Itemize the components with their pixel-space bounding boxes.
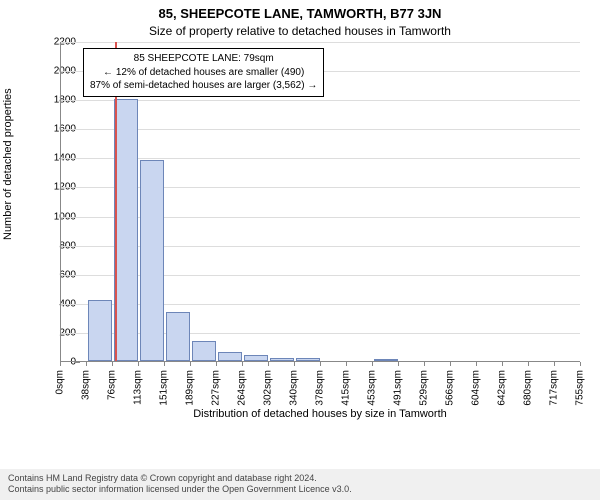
- x-tick-mark: [398, 362, 399, 366]
- x-tick-label: 151sqm: [159, 370, 170, 406]
- histogram-bar: [296, 358, 320, 361]
- x-tick-label: 415sqm: [341, 370, 352, 406]
- x-tick-label: 378sqm: [315, 370, 326, 406]
- x-tick-mark: [554, 362, 555, 366]
- footer-line-2: Contains public sector information licen…: [8, 484, 592, 496]
- x-tick-label: 38sqm: [81, 370, 92, 400]
- x-tick-mark: [528, 362, 529, 366]
- x-tick-mark: [476, 362, 477, 366]
- y-tick-mark: [76, 362, 80, 363]
- histogram-bar: [270, 358, 294, 361]
- x-tick-label: 264sqm: [237, 370, 248, 406]
- histogram-bar: [192, 341, 216, 361]
- annotation-line-2: ← 12% of detached houses are smaller (49…: [90, 66, 317, 80]
- x-tick-label: 227sqm: [211, 370, 222, 406]
- x-tick-mark: [320, 362, 321, 366]
- x-tick-label: 529sqm: [419, 370, 430, 406]
- annotation-line-3: 87% of semi-detached houses are larger (…: [90, 79, 317, 93]
- x-tick-label: 113sqm: [133, 370, 144, 405]
- x-tick-mark: [112, 362, 113, 366]
- grid-line: [61, 158, 580, 159]
- chart-container: Number of detached properties 0200400600…: [0, 42, 600, 422]
- grid-line: [61, 217, 580, 218]
- x-tick-label: 642sqm: [497, 370, 508, 406]
- x-axis-label: Distribution of detached houses by size …: [60, 408, 580, 420]
- histogram-bar: [166, 312, 190, 361]
- x-tick-mark: [86, 362, 87, 366]
- grid-line: [61, 100, 580, 101]
- x-tick-mark: [216, 362, 217, 366]
- plot-area: 85 SHEEPCOTE LANE: 79sqm ← 12% of detach…: [60, 42, 580, 362]
- x-tick-label: 566sqm: [445, 370, 456, 406]
- x-tick-mark: [164, 362, 165, 366]
- x-tick-label: 189sqm: [185, 370, 196, 406]
- histogram-bar: [374, 359, 398, 361]
- grid-line: [61, 129, 580, 130]
- x-tick-mark: [242, 362, 243, 366]
- x-tick-label: 302sqm: [263, 370, 274, 406]
- annotation-line-1: 85 SHEEPCOTE LANE: 79sqm: [90, 52, 317, 66]
- chart-title: 85, SHEEPCOTE LANE, TAMWORTH, B77 3JN: [0, 0, 600, 21]
- x-tick-mark: [60, 362, 61, 366]
- histogram-bar: [88, 300, 112, 361]
- x-tick-label: 453sqm: [367, 370, 378, 406]
- x-tick-label: 604sqm: [471, 370, 482, 406]
- x-tick-label: 755sqm: [575, 370, 586, 406]
- x-tick-label: 340sqm: [289, 370, 300, 406]
- grid-line: [61, 333, 580, 334]
- x-tick-mark: [502, 362, 503, 366]
- x-tick-label: 0sqm: [55, 370, 66, 394]
- histogram-bar: [114, 99, 138, 361]
- grid-line: [61, 275, 580, 276]
- x-tick-label: 680sqm: [523, 370, 534, 406]
- x-tick-mark: [268, 362, 269, 366]
- x-tick-mark: [580, 362, 581, 366]
- grid-line: [61, 246, 580, 247]
- chart-subtitle: Size of property relative to detached ho…: [0, 21, 600, 38]
- grid-line: [61, 304, 580, 305]
- footer: Contains HM Land Registry data © Crown c…: [0, 469, 600, 500]
- annotation-box: 85 SHEEPCOTE LANE: 79sqm ← 12% of detach…: [83, 48, 324, 97]
- x-tick-mark: [450, 362, 451, 366]
- y-axis-label: Number of detached properties: [2, 224, 14, 240]
- grid-line: [61, 42, 580, 43]
- grid-line: [61, 187, 580, 188]
- histogram-bar: [218, 352, 242, 361]
- x-tick-mark: [372, 362, 373, 366]
- x-tick-label: 717sqm: [549, 370, 560, 406]
- x-tick-mark: [294, 362, 295, 366]
- x-tick-mark: [424, 362, 425, 366]
- x-tick-mark: [138, 362, 139, 366]
- histogram-bar: [244, 355, 268, 361]
- x-tick-label: 76sqm: [107, 370, 118, 400]
- x-tick-label: 491sqm: [393, 370, 404, 406]
- footer-line-1: Contains HM Land Registry data © Crown c…: [8, 473, 592, 485]
- x-tick-mark: [346, 362, 347, 366]
- histogram-bar: [140, 160, 164, 361]
- x-tick-mark: [190, 362, 191, 366]
